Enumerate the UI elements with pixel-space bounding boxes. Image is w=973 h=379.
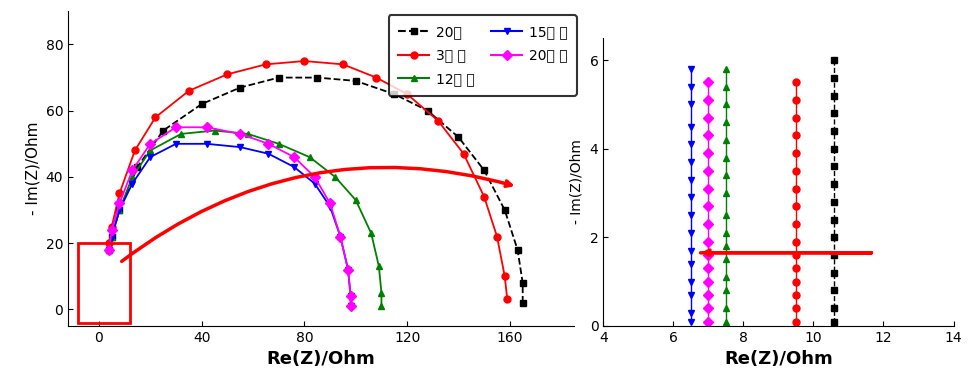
X-axis label: Re(Z)/Ohm: Re(Z)/Ohm: [267, 350, 376, 368]
Y-axis label: - Im(Z)/Ohm: - Im(Z)/Ohm: [25, 122, 40, 215]
X-axis label: Re(Z)/Ohm: Re(Z)/Ohm: [724, 350, 833, 368]
Y-axis label: - Im(Z)/Ohm: - Im(Z)/Ohm: [570, 139, 584, 224]
Legend: 20분, 3시 간, 12시 간, 15시 간, 20시 간: 20분, 3시 간, 12시 간, 15시 간, 20시 간: [388, 15, 577, 96]
Bar: [79, 243, 129, 323]
